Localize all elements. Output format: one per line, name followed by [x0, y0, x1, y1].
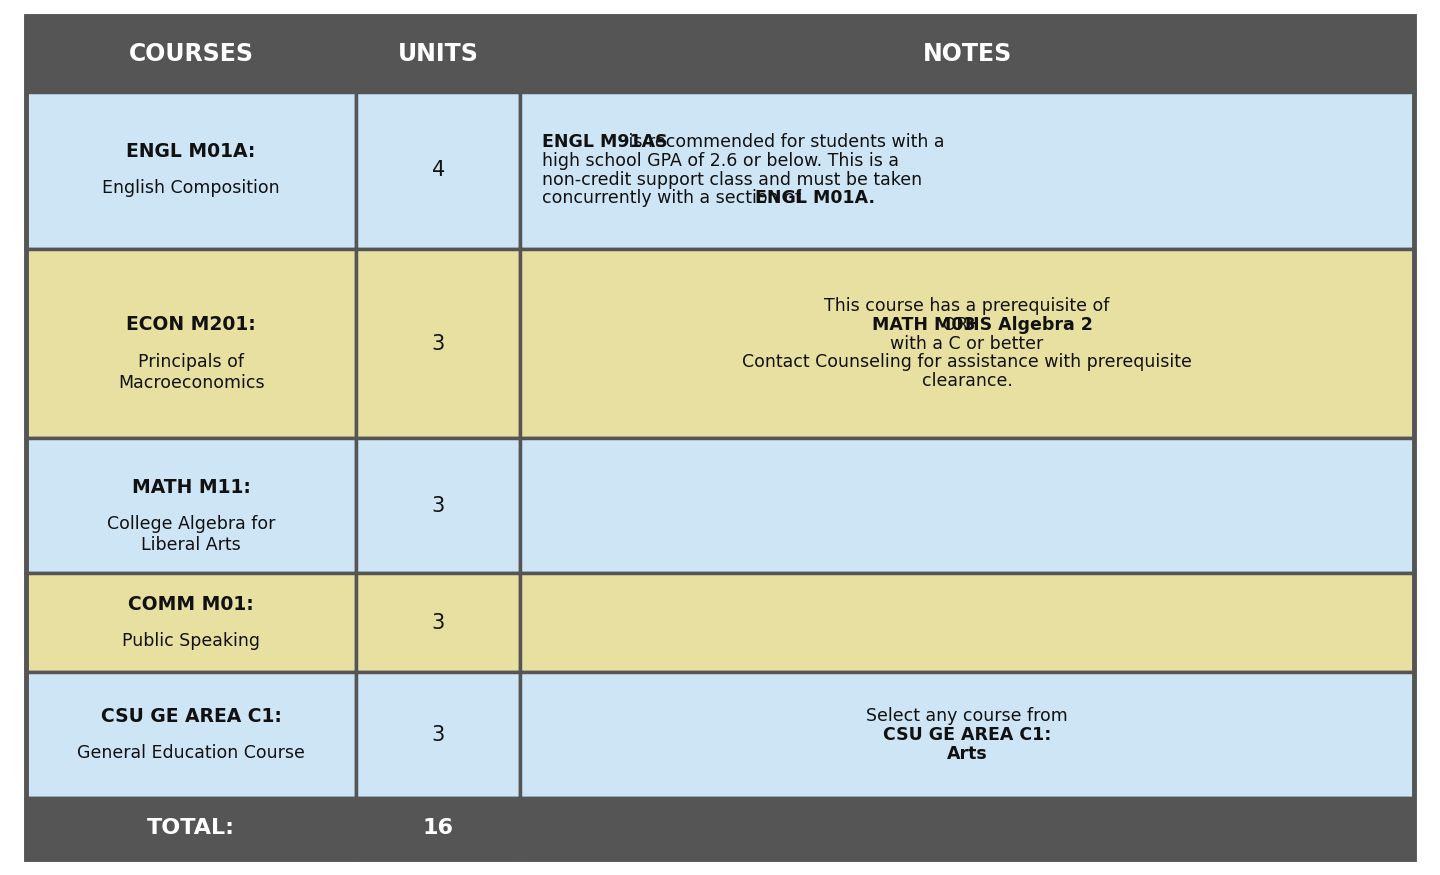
Text: ECON M201:: ECON M201: [127, 315, 256, 334]
Bar [26, 92, 356, 248]
Bar [356, 573, 520, 673]
Text: COMM M01:: COMM M01: [128, 595, 253, 613]
Text: high school GPA of 2.6 or below. This is a: high school GPA of 2.6 or below. This is… [541, 151, 899, 170]
Text: This course has a prerequisite of: This course has a prerequisite of [825, 297, 1110, 315]
Text: 4: 4 [432, 160, 445, 180]
Text: College Algebra for
Liberal Arts: College Algebra for Liberal Arts [107, 515, 275, 554]
Bar [520, 798, 1414, 859]
Bar [356, 798, 520, 859]
Text: NOTES: NOTES [923, 42, 1012, 66]
Bar [356, 16, 520, 92]
Text: HS Algebra 2: HS Algebra 2 [965, 316, 1093, 333]
Bar [520, 673, 1414, 798]
Bar [520, 248, 1414, 438]
Text: ENGL M01A.: ENGL M01A. [755, 189, 876, 207]
Bar [356, 248, 520, 438]
Text: ENGL M91AS: ENGL M91AS [541, 133, 667, 151]
Bar [520, 16, 1414, 92]
Bar [26, 438, 356, 573]
Text: MATH M03: MATH M03 [873, 316, 975, 333]
Text: clearance.: clearance. [922, 372, 1012, 390]
Text: 3: 3 [432, 496, 445, 516]
Bar [26, 16, 356, 92]
Bar [356, 92, 520, 248]
Text: TOTAL:: TOTAL: [147, 818, 235, 838]
Bar [356, 438, 520, 573]
Text: is recommended for students with a: is recommended for students with a [624, 133, 945, 151]
Bar [26, 673, 356, 798]
Text: CSU GE AREA C1:: CSU GE AREA C1: [883, 726, 1051, 744]
Bar [520, 438, 1414, 573]
Bar [520, 573, 1414, 673]
Text: Principals of
Macroeconomics: Principals of Macroeconomics [118, 353, 265, 391]
Text: Contact Counseling for assistance with prerequisite: Contact Counseling for assistance with p… [742, 354, 1192, 371]
Text: with a C or better: with a C or better [890, 334, 1044, 353]
Text: Arts: Arts [946, 745, 988, 763]
Bar [26, 798, 356, 859]
Text: 16: 16 [423, 818, 454, 838]
Text: UNITS: UNITS [397, 42, 478, 66]
Bar [26, 573, 356, 673]
Text: Select any course from: Select any course from [867, 707, 1068, 725]
Text: Public Speaking: Public Speaking [122, 632, 261, 650]
Text: 3: 3 [432, 333, 445, 354]
Text: MATH M11:: MATH M11: [131, 478, 251, 497]
Text: English Composition: English Composition [102, 179, 279, 198]
Text: General Education Course: General Education Course [78, 745, 305, 762]
Text: 3: 3 [432, 612, 445, 633]
Bar [356, 673, 520, 798]
Text: CSU GE AREA C1:: CSU GE AREA C1: [101, 707, 282, 726]
Text: 3: 3 [432, 725, 445, 746]
Text: concurrently with a section of: concurrently with a section of [541, 189, 806, 207]
Bar [520, 92, 1414, 248]
Text: COURSES: COURSES [128, 42, 253, 66]
Text: non-credit support class and must be taken: non-credit support class and must be tak… [541, 171, 922, 189]
Text: ENGL M01A:: ENGL M01A: [127, 142, 256, 161]
Text: OR: OR [937, 316, 973, 333]
Bar [26, 248, 356, 438]
